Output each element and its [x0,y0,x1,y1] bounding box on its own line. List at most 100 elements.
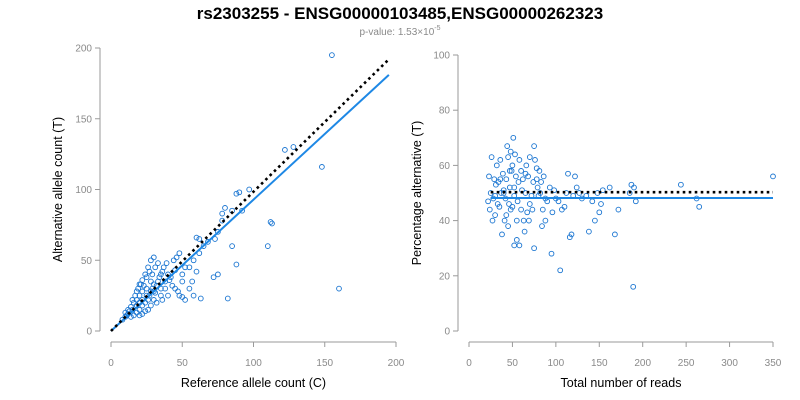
chart-2-data-point [511,184,518,191]
chart-1-x-tick-label: 100 [245,358,262,369]
chart-2-x-tick-label: 150 [591,358,608,369]
chart-2-y-tick-label: 0 [444,327,450,338]
chart-2-data-point [529,206,536,213]
chart-1-x-tick-label: 200 [388,358,405,369]
chart-2-data-point [506,168,513,174]
chart-1-data-point [222,205,228,211]
chart-1-data-point [169,282,176,289]
chart-1-data-point [336,285,342,292]
pvalue-exponent: -5 [434,25,440,32]
chart-1-y-tick-label: 50 [81,256,93,267]
chart-1-data-point [139,288,146,295]
chart-2-data-point [503,212,510,218]
chart-1-x-tick-label: 0 [108,358,114,369]
chart-1-y-tick-label: 0 [86,327,92,338]
chart-2-data-point [572,173,578,180]
chart-2-data-point [510,134,517,141]
chart-2-data-point [513,237,520,243]
chart-1-data-point [219,210,226,217]
chart-2-data-point [505,223,511,229]
chart-1-data-point [130,312,137,319]
chart-1-data-point [193,268,200,275]
chart-2-data-point [504,143,511,149]
chart-2-y-tick-label: 20 [439,271,451,282]
chart-1-data-point [290,144,297,150]
chart-1-data-point [143,274,150,281]
chart-1-data-point [210,274,217,281]
chart-1-data-point [158,292,164,299]
chart-1-data-point [179,271,186,278]
right-panel: 0 50 100 150 200 250 300 350 0 20 40 60 80 100 Total n… [410,51,782,391]
chart-2-data-point [526,217,532,224]
chart-1-data-point [229,243,235,249]
chart-1-data-point [132,292,139,299]
chart-2-data-point [606,184,613,191]
chart-2-data-point [523,162,530,169]
chart-1-data-point [193,234,200,241]
chart-1-data-point [190,257,197,264]
chart-1-data-point [145,264,151,271]
chart-1-data-point [215,271,221,278]
chart-1-data-point [129,297,136,303]
chart-2-data-point [503,176,510,183]
chart-2-data-point [497,176,504,183]
chart-1-data-point [236,189,243,196]
chart-2-data-point [516,242,523,249]
chart-2-data-point [557,267,564,274]
chart-1-data-point [160,264,167,271]
chart-2-data-point [485,198,491,205]
chart-1-data-point [148,302,154,309]
chart-2-data-point [497,157,504,163]
chart-1-data-point [215,229,221,235]
chart-2-data-point [526,201,533,207]
chart-2-data-point [506,201,512,207]
chart-1-data-point [158,271,164,278]
chart-1-data-point [179,278,186,285]
chart-1-reference-line [110,58,390,332]
chart-2-x-tick-label: 200 [634,358,651,369]
chart-2-data-point [533,165,540,172]
chart-2-x-tick-label: 350 [765,358,782,369]
chart-2-data-point [518,168,524,174]
chart-2-data-point [592,217,598,224]
chart-2-data-point [542,217,549,224]
chart-2-data-point [512,151,518,158]
chart-1-x-tick-label: 150 [316,358,333,369]
chart-2-data-point [505,154,511,160]
chart-2-y-tick-label: 60 [439,161,451,172]
chart-2-data-point [511,242,518,249]
chart-1-x-tick-label: 50 [177,358,189,369]
chart-2-data-point [538,179,544,185]
left-panel: 0 50 100 150 200 0 50 100 150 200 Reference allele… [51,44,405,391]
chart-1-fit-line [110,74,390,332]
chart-2-data-point [491,176,498,183]
chart-2-data-point [488,154,495,160]
chart-2-data-point [493,162,500,169]
figure-title: rs2303255 - ENSG00000103485,ENSG00000262… [197,4,603,23]
chart-1-data-point [148,278,154,285]
chart-2-data-point [496,203,503,210]
chart-1-data-point [179,294,186,300]
chart-2-data-point [568,231,575,238]
chart-1-data-point [150,254,157,261]
chart-2-data-point [489,217,496,224]
chart-1-data-point [186,285,193,292]
chart-2-data-point [631,184,637,191]
chart-2-data-point [559,206,565,213]
chart-1-data-point [152,264,159,271]
chart-1-y-tick-label: 100 [75,185,92,196]
chart-1-data-point [190,292,197,299]
chart-2-x-tick-label: 250 [678,358,695,369]
chart-1-data-point [130,299,137,306]
chart-2-data-point [586,228,592,235]
chart-1-data-point [139,311,146,317]
chart-2-data-point [540,173,547,180]
chart-2-data-point [539,206,546,213]
chart-2-data-point [507,148,514,155]
chart-1-data-point [212,236,218,242]
chart-1-data-point [196,236,203,242]
chart-2-data-point [508,168,515,174]
chart-2-data-point [500,170,506,177]
chart-1-y-tick-label: 200 [75,44,92,55]
